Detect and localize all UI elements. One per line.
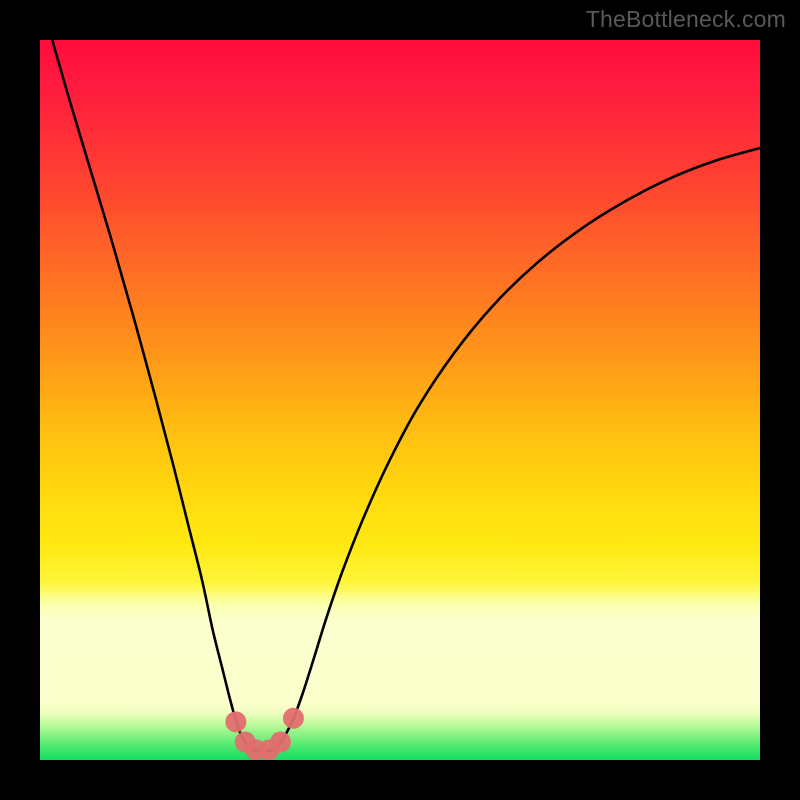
curve-bead (270, 732, 291, 753)
plot-area (40, 40, 760, 760)
curve-bead (225, 711, 246, 732)
chart-background (40, 40, 760, 760)
watermark-text: TheBottleneck.com (586, 6, 786, 33)
chart-frame: TheBottleneck.com (0, 0, 800, 800)
chart-svg (40, 40, 760, 760)
curve-bead (283, 708, 304, 729)
